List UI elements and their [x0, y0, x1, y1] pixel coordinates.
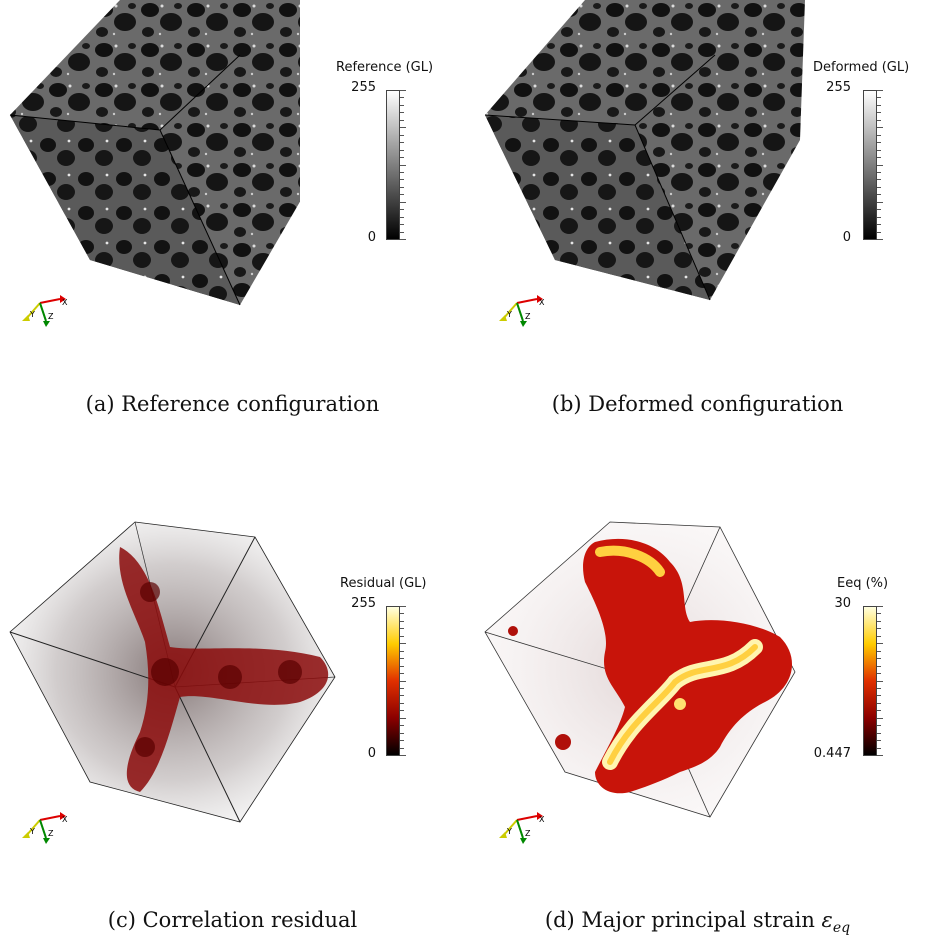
colorbar-max-label: 255	[351, 596, 376, 611]
colorbar-gradient	[863, 606, 877, 756]
axis-y-label: Y	[29, 310, 35, 319]
axis-z-label: Z	[48, 829, 54, 838]
colorbar-min-label: 0	[367, 230, 376, 245]
axis-z-label: Z	[525, 829, 531, 838]
axis-y-label: Y	[506, 827, 512, 836]
colorbar-ticks	[400, 90, 406, 240]
colorbar-title: Reference (GL)	[336, 60, 434, 75]
colorbar-min-label: 0.447	[813, 746, 851, 761]
axis-x-label: X	[539, 815, 545, 824]
axis-y-label: Y	[506, 310, 512, 319]
panel-deformed: Deformed (GL) 255 0 X Y Z (b) Deformed c…	[465, 0, 930, 472]
colorbar-min-label: 0	[842, 230, 851, 245]
strain-volume-render	[484, 521, 796, 818]
axes-orientation-icon: X Y Z	[499, 812, 545, 844]
colorbar-min-label: 0	[367, 746, 376, 761]
axis-x-label: X	[62, 298, 68, 307]
colorbar-ticks	[400, 606, 406, 756]
colorbar-title: Eeq (%)	[837, 576, 889, 591]
colorbar-max-label: 255	[826, 80, 851, 95]
axes-orientation-icon: X Y Z	[22, 812, 68, 844]
colorbar-ticks	[877, 606, 883, 756]
colorbar-title: Residual (GL)	[340, 576, 427, 591]
axes-orientation-icon: X Y Z	[499, 295, 545, 327]
caption-b: (b) Deformed configuration	[551, 392, 844, 416]
colorbar-max-label: 255	[351, 80, 376, 95]
caption-c: (c) Correlation residual	[107, 908, 358, 932]
residual-volume-render	[9, 521, 336, 823]
colorbar-max-label: 30	[834, 596, 851, 611]
axis-z-label: Z	[525, 312, 531, 321]
axis-y-label: Y	[29, 827, 35, 836]
caption-a: (a) Reference configuration	[85, 392, 380, 416]
deformed-volume-render	[484, 0, 805, 301]
caption-d-text: (d) Major principal strain	[544, 908, 822, 932]
axes-orientation-icon: X Y Z	[22, 295, 68, 327]
caption-d: (d) Major principal strain εeq	[465, 908, 930, 936]
axis-x-label: X	[62, 815, 68, 824]
colorbar-gradient	[863, 90, 877, 240]
reference-volume-render	[9, 0, 300, 306]
colorbar-title: Deformed (GL)	[813, 60, 910, 75]
colorbar-ticks	[877, 90, 883, 240]
panel-residual: Residual (GL) 255 0 X Y Z (c) Correlatio…	[0, 472, 465, 944]
caption-d-symbol: ε	[821, 908, 833, 932]
panel-strain: Eeq (%) 30 0.447 X Y Z (d) Major princip…	[465, 472, 930, 944]
axis-z-label: Z	[48, 312, 54, 321]
caption-d-subscript: eq	[832, 920, 851, 937]
panel-reference: Reference (GL) 255 0 X Y Z (a) Reference…	[0, 0, 465, 472]
colorbar-gradient	[386, 606, 400, 756]
colorbar-gradient	[386, 90, 400, 240]
axis-x-label: X	[539, 298, 545, 307]
